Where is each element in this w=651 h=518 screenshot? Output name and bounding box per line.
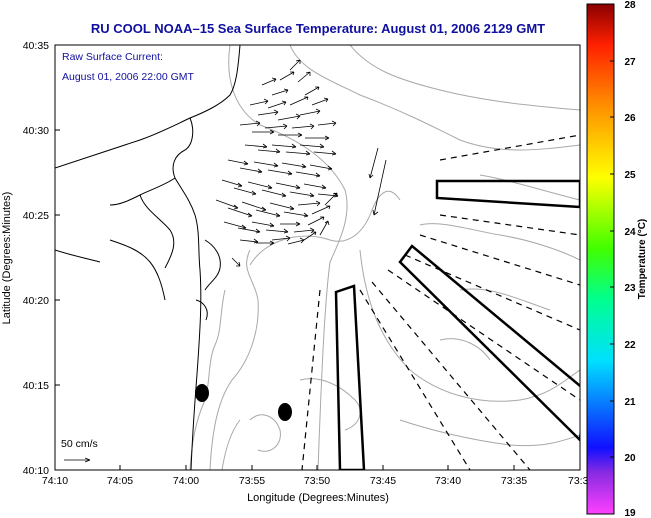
current-label-line2: August 01, 2006 22:00 GMT [62, 71, 195, 83]
colorbar-tick-label: 28 [624, 0, 636, 11]
buoy-marker [195, 384, 209, 402]
colorbar-tick-label: 22 [624, 340, 636, 351]
scale-arrow [64, 457, 91, 463]
y-tick-label: 40:30 [23, 125, 49, 137]
x-tick-labels: 74:10 74:05 74:00 73:55 73:50 73:45 73:4… [42, 475, 589, 487]
x-tick-label: 74:05 [107, 475, 133, 487]
axis-ticks [54, 44, 581, 471]
colorbar-tick-label: 27 [624, 57, 636, 68]
x-tick-label: 74:10 [42, 475, 68, 487]
y-tick-label: 40:20 [23, 295, 49, 307]
colorbar-tick-label: 25 [624, 170, 636, 181]
y-tick-label: 40:15 [23, 380, 49, 392]
map-title: RU COOL NOAA–15 Sea Surface Temperature:… [91, 21, 545, 36]
x-tick-label: 73:50 [304, 475, 330, 487]
x-tick-label: 73:55 [239, 475, 265, 487]
buoy-marker [278, 403, 292, 421]
scale-label: 50 cm/s [61, 438, 98, 450]
colorbar-tick-label: 26 [624, 113, 636, 124]
map-area: Raw Surface Current: August 01, 2006 22:… [55, 45, 580, 470]
x-axis-label: Longitude (Degrees:Minutes) [247, 492, 389, 504]
survey-transects [334, 179, 580, 470]
survey-lines-dashed [301, 134, 580, 470]
current-label-line1: Raw Surface Current: [62, 51, 163, 63]
y-tick-labels: 40:35 40:30 40:25 40:20 40:15 40:10 [23, 40, 49, 477]
colorbar-gradient [586, 3, 615, 515]
x-tick-label: 73:3 [568, 475, 589, 487]
y-tick-label: 40:25 [23, 210, 49, 222]
colorbar-label: Temperature (°C) [637, 219, 648, 300]
y-axis-label: Latitude (Degrees:Minutes) [1, 192, 13, 325]
x-tick-label: 73:40 [435, 475, 461, 487]
x-tick-label: 73:45 [370, 475, 396, 487]
colorbar-tick-label: 20 [624, 453, 636, 464]
x-tick-label: 73:35 [501, 475, 527, 487]
colorbar-tick-label: 24 [624, 227, 636, 238]
y-tick-label: 40:35 [23, 40, 49, 52]
surface-current-vectors [215, 59, 387, 267]
coastline [55, 45, 241, 470]
y-tick-label: 40:10 [23, 465, 49, 477]
colorbar-tick-label: 23 [624, 283, 636, 294]
colorbar-tick-label: 21 [624, 397, 636, 408]
colorbar: 28 27 26 25 24 23 22 21 20 19 Temperatur… [586, 0, 648, 518]
colorbar-tick-label: 19 [624, 508, 636, 518]
x-tick-label: 74:00 [173, 475, 199, 487]
